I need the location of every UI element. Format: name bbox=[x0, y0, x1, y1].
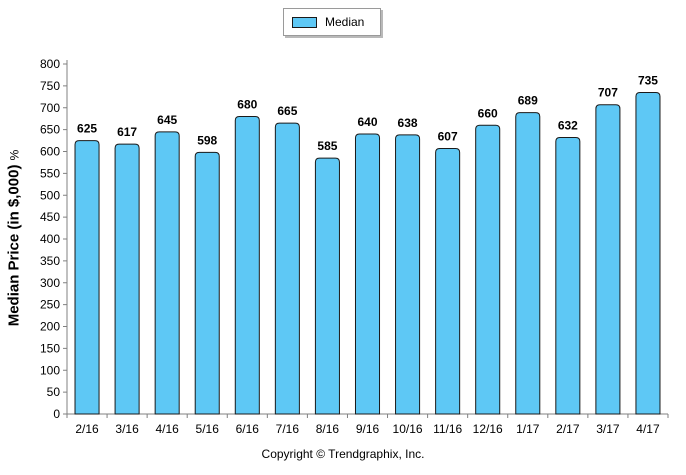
y-axis-title: Median Price (in $,000) % bbox=[6, 150, 23, 327]
y-tick-label: 200 bbox=[40, 320, 60, 334]
y-tick-label: 350 bbox=[40, 254, 60, 268]
y-tick-label: 250 bbox=[40, 298, 60, 312]
x-tick-label: 6/16 bbox=[236, 422, 260, 436]
bar bbox=[635, 91, 661, 415]
x-tick-label: 4/17 bbox=[636, 422, 660, 436]
bar bbox=[194, 151, 220, 415]
legend-label: Median bbox=[325, 15, 365, 29]
bar bbox=[234, 116, 260, 415]
bar-value-label: 689 bbox=[518, 94, 538, 108]
y-tick-label: 750 bbox=[40, 79, 60, 93]
y-tick-label: 650 bbox=[40, 123, 60, 137]
bar-value-label: 617 bbox=[117, 125, 137, 139]
x-tick-label: 1/17 bbox=[516, 422, 540, 436]
copyright-text: Copyright © Trendgraphix, Inc. bbox=[261, 447, 425, 461]
y-tick-label: 700 bbox=[40, 101, 60, 115]
bar-value-label: 638 bbox=[398, 116, 418, 130]
x-tick-label: 11/16 bbox=[433, 422, 462, 436]
bar-value-label: 598 bbox=[197, 133, 217, 147]
legend-swatch bbox=[292, 17, 317, 28]
x-tick-label: 8/16 bbox=[316, 422, 340, 436]
bar bbox=[475, 124, 501, 415]
y-tick-label: 0 bbox=[53, 407, 60, 421]
x-tick-label: 3/16 bbox=[115, 422, 139, 436]
bar-value-label: 640 bbox=[357, 115, 377, 129]
bar bbox=[435, 147, 461, 415]
bar-value-label: 585 bbox=[317, 139, 337, 153]
y-axis-label: Median Price (in $,000) bbox=[5, 164, 23, 327]
x-tick-label: 2/16 bbox=[75, 422, 99, 436]
bar bbox=[74, 140, 100, 415]
bar bbox=[314, 157, 340, 415]
bar bbox=[395, 134, 421, 415]
bar-value-label: 680 bbox=[237, 98, 257, 112]
x-tick-label: 12/16 bbox=[473, 422, 503, 436]
bar bbox=[274, 122, 300, 415]
bar-value-label: 665 bbox=[277, 104, 297, 118]
bar-value-label: 625 bbox=[77, 122, 97, 136]
bar-value-label: 660 bbox=[478, 106, 498, 120]
x-tick-label: 5/16 bbox=[196, 422, 220, 436]
y-tick-label: 550 bbox=[40, 166, 60, 180]
bar-value-label: 735 bbox=[638, 73, 658, 87]
x-tick-label: 4/16 bbox=[155, 422, 179, 436]
x-tick-label: 10/16 bbox=[393, 422, 423, 436]
bar-value-label: 632 bbox=[558, 119, 578, 133]
y-tick-label: 50 bbox=[47, 385, 61, 399]
legend: Median bbox=[283, 8, 381, 36]
bar bbox=[555, 137, 581, 415]
bar bbox=[595, 104, 621, 415]
y-tick-label: 500 bbox=[40, 188, 60, 202]
bar-value-label: 707 bbox=[598, 86, 618, 100]
x-tick-label: 3/17 bbox=[596, 422, 620, 436]
x-tick-label: 7/16 bbox=[276, 422, 300, 436]
x-tick-label: 2/17 bbox=[556, 422, 580, 436]
bar bbox=[515, 112, 541, 415]
y-tick-label: 800 bbox=[40, 57, 60, 71]
bar bbox=[114, 143, 140, 415]
x-tick-label: 9/16 bbox=[356, 422, 380, 436]
y-tick-label: 100 bbox=[40, 363, 60, 377]
y-axis-unit: % bbox=[7, 149, 22, 161]
bar-value-label: 607 bbox=[438, 129, 458, 143]
y-tick-label: 600 bbox=[40, 145, 60, 159]
y-tick-label: 150 bbox=[40, 341, 60, 355]
y-tick-label: 400 bbox=[40, 232, 60, 246]
bar-value-label: 645 bbox=[157, 113, 177, 127]
bar bbox=[154, 131, 180, 415]
y-tick-label: 450 bbox=[40, 210, 60, 224]
bar bbox=[354, 133, 381, 415]
y-tick-label: 300 bbox=[40, 276, 60, 290]
